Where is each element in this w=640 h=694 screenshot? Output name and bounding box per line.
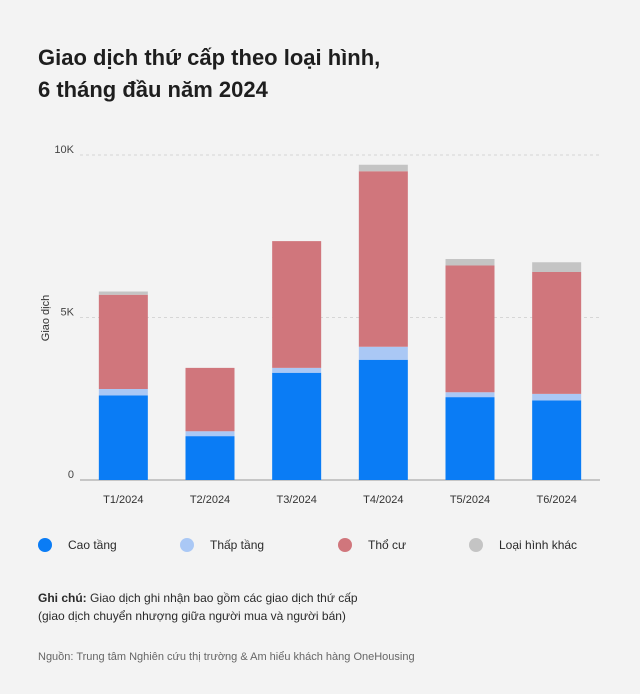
bar-segment-cao-tầng [445, 397, 495, 480]
legend-item: Thổ cư [338, 538, 406, 552]
bar-segment-thấp-tầng [98, 389, 148, 396]
legend-label: Cao tầng [68, 538, 117, 552]
bar-segment-thấp-tầng [272, 367, 322, 373]
bar-segment-cao-tầng [185, 436, 235, 480]
y-tick-label: 0 [68, 469, 74, 481]
chart-title: Giao dịch thứ cấp theo loại hình, 6 thán… [38, 42, 618, 106]
bar-segment-thổ-cư [185, 367, 235, 432]
bar-segment-loại-hình-khác [445, 259, 495, 266]
x-tick-label: T1/2024 [103, 494, 143, 506]
bar-segment-thổ-cư [532, 272, 582, 394]
bar-segment-loại-hình-khác [532, 262, 582, 272]
stacked-bar-chart: 0 5K 10K Giao dịch T1/2024 T2/2024 T3/2024 T4/2… [40, 144, 600, 506]
y-axis-label: Giao dịch [40, 295, 52, 341]
y-tick-label: 10K [54, 144, 74, 156]
legend-swatch [180, 538, 194, 552]
bar-segment-thổ-cư [272, 241, 322, 368]
legend-swatch [38, 538, 52, 552]
note-label: Ghi chú: [38, 591, 87, 605]
legend-label: Loại hình khác [499, 538, 578, 552]
y-tick-label: 5K [61, 307, 75, 319]
legend-label: Thổ cư [368, 538, 407, 552]
legend-item: Thấp tầng [180, 538, 264, 552]
bar-segment-loại-hình-khác [358, 164, 408, 172]
chart-note: Ghi chú: Giao dịch ghi nhận bao gồm các … [38, 589, 618, 625]
x-tick-label: T2/2024 [190, 494, 230, 506]
bar-segment-cao-tầng [532, 400, 582, 480]
bar-segment-cao-tầng [98, 395, 148, 480]
bar-segment-thấp-tầng [445, 392, 495, 398]
x-tick-label: T5/2024 [450, 494, 490, 506]
legend-item: Cao tầng [38, 538, 117, 552]
bar-segment-thổ-cư [445, 265, 495, 393]
bar-segment-thổ-cư [358, 171, 408, 347]
chart-title-line-1: Giao dịch thứ cấp theo loại hình, [38, 45, 381, 70]
x-tick-label: T4/2024 [363, 494, 403, 506]
x-tick-label: T3/2024 [276, 494, 316, 506]
bar-segment-loại-hình-khác [98, 291, 148, 295]
legend-item: Loại hình khác [469, 538, 577, 552]
note-line-1: Giao dịch ghi nhận bao gồm các giao dịch… [90, 591, 358, 605]
bar-segment-cao-tầng [358, 359, 408, 480]
legend-label: Thấp tầng [210, 538, 265, 552]
bar-segment-thấp-tầng [358, 346, 408, 360]
source-text: Nguồn: Trung tâm Nghiên cứu thị trường &… [38, 651, 415, 663]
bar-segment-cao-tầng [272, 372, 322, 480]
legend-swatch [469, 538, 483, 552]
bar-segment-thấp-tầng [185, 431, 235, 437]
bar-segment-thổ-cư [98, 294, 148, 389]
note-line-2: (giao dịch chuyển nhượng giữa người mua … [38, 609, 346, 623]
bar-segment-thấp-tầng [532, 393, 582, 401]
x-tick-label: T6/2024 [536, 494, 576, 506]
legend-swatch [338, 538, 352, 552]
chart-title-line-2: 6 tháng đầu năm 2024 [38, 77, 268, 102]
chart-legend: Cao tầng Thấp tầng Thổ cư Loại hình khác [0, 538, 640, 558]
